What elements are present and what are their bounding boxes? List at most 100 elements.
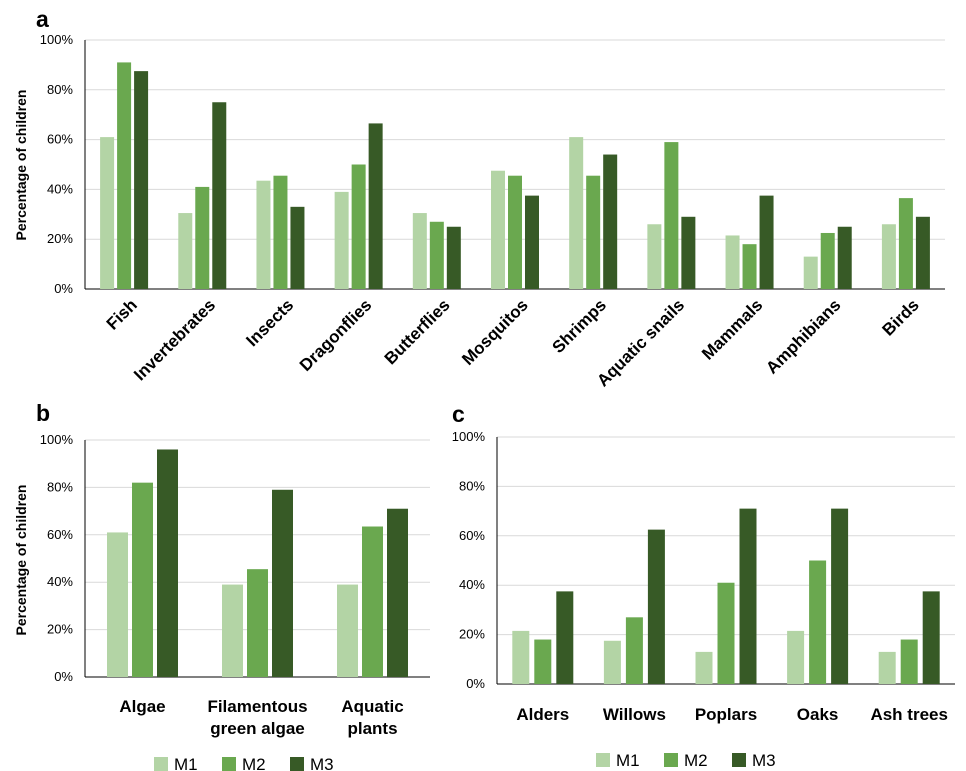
legend-label-m3: M3 (752, 751, 776, 770)
x-category-label: Oaks (797, 705, 839, 724)
bar-aquatic-plants-m1 (337, 584, 358, 677)
legend-label-m3: M3 (310, 755, 334, 771)
y-tick-label: 0% (54, 281, 73, 296)
x-category-label: Birds (879, 295, 923, 339)
bar-shrimps-m3 (603, 154, 618, 289)
x-category-label: Mammals (698, 295, 766, 363)
bar-alders-m1 (512, 630, 530, 684)
bar-insects-m3 (290, 206, 305, 289)
x-category-label: Alders (516, 705, 569, 724)
panel-b-legend: M1 M2 M3 (154, 755, 334, 771)
y-tick-label: 20% (47, 231, 73, 246)
legend-label-m2: M2 (242, 755, 266, 771)
y-tick-label: 20% (459, 627, 485, 642)
x-category-label: Dragonflies (296, 295, 376, 375)
bar-butterflies-m1 (412, 213, 427, 289)
bar-ash-trees-m3 (922, 591, 940, 684)
bar-algae-m3 (157, 449, 178, 677)
bar-dragonflies-m1 (334, 191, 349, 289)
x-category-label: Amphibians (762, 295, 844, 377)
bar-oaks-m3 (831, 508, 849, 684)
x-category-label: Willows (603, 705, 666, 724)
bar-alders-m2 (534, 639, 552, 684)
bar-aquatic-snails-m3 (681, 216, 696, 289)
y-tick-label: 100% (40, 32, 74, 47)
x-category-label: Invertebrates (130, 295, 219, 384)
y-tick-label: 80% (47, 82, 73, 97)
bar-willows-m1 (603, 640, 621, 684)
y-tick-label: 80% (47, 479, 73, 494)
bar-poplars-m3 (739, 508, 757, 684)
y-tick-label: 0% (54, 669, 73, 684)
bar-willows-m3 (647, 529, 665, 684)
bar-aquatic-plants-m3 (387, 508, 408, 677)
panel-b-letter: b (36, 400, 50, 426)
bar-filamentous-green-algae-m2 (247, 569, 268, 677)
bar-birds-m2 (898, 198, 913, 289)
x-category-label: Mosquitos (458, 295, 532, 369)
y-tick-label: 80% (459, 478, 485, 493)
y-tick-label: 20% (47, 622, 73, 637)
y-tick-label: 40% (47, 181, 73, 196)
y-tick-label: 40% (459, 577, 485, 592)
panel-a-letter: a (36, 6, 49, 32)
x-category-label: Algae (119, 697, 165, 716)
bar-aquatic-snails-m2 (664, 142, 679, 289)
bar-mosquitos-m2 (508, 175, 522, 289)
panel-c-legend: M1 M2 M3 (596, 751, 776, 770)
y-tick-label: 60% (459, 528, 485, 543)
bar-invertebrates-m1 (178, 213, 193, 289)
bar-mammals-m1 (725, 235, 740, 289)
bar-filamentous-green-algae-m3 (272, 489, 293, 677)
bar-amphibians-m3 (837, 226, 852, 289)
bar-oaks-m2 (809, 560, 827, 684)
panel-a-ylabel: Percentage of children (13, 90, 29, 241)
legend-swatch-m3 (732, 753, 746, 767)
bar-fish-m1 (100, 137, 115, 289)
bar-ash-trees-m1 (878, 651, 896, 684)
bar-poplars-m1 (695, 651, 713, 684)
bar-mosquitos-m1 (491, 170, 505, 289)
y-tick-label: 60% (47, 527, 73, 542)
bar-shrimps-m2 (586, 175, 601, 289)
y-tick-label: 40% (47, 574, 73, 589)
bar-algae-m1 (107, 532, 128, 677)
bar-invertebrates-m3 (212, 102, 227, 289)
bar-fish-m2 (117, 62, 132, 289)
x-category-label: Ash trees (870, 705, 947, 724)
bar-aquatic-plants-m2 (362, 526, 383, 677)
x-category-label: Poplars (695, 705, 757, 724)
bar-alders-m3 (556, 591, 574, 684)
bar-amphibians-m2 (820, 232, 835, 289)
y-tick-label: 100% (452, 429, 486, 444)
panel-b-ylabel: Percentage of children (13, 485, 29, 636)
y-tick-label: 0% (466, 676, 485, 691)
panel-c-letter: c (452, 401, 465, 427)
bar-insects-m1 (256, 180, 271, 289)
bar-filamentous-green-algae-m1 (222, 584, 243, 677)
bar-ash-trees-m2 (900, 639, 918, 684)
bar-butterflies-m3 (446, 226, 461, 289)
legend-label-m2: M2 (684, 751, 708, 770)
bar-fish-m3 (134, 71, 149, 289)
bar-amphibians-m1 (803, 256, 818, 289)
x-category-label: Aquatic plants (341, 697, 403, 738)
y-tick-label: 100% (40, 432, 74, 447)
bar-dragonflies-m2 (351, 164, 366, 289)
bar-poplars-m2 (717, 582, 735, 684)
x-category-label: Butterflies (381, 295, 454, 368)
bar-algae-m2 (132, 482, 153, 677)
y-tick-label: 60% (47, 132, 73, 147)
bar-mammals-m3 (759, 195, 774, 289)
bar-invertebrates-m2 (195, 186, 210, 289)
legend-label-m1: M1 (174, 755, 198, 771)
bar-shrimps-m1 (569, 137, 584, 289)
legend-label-m1: M1 (616, 751, 640, 770)
bar-mammals-m2 (742, 244, 757, 289)
legend-swatch-m2 (222, 757, 236, 771)
bar-birds-m3 (915, 216, 930, 289)
x-category-label: Shrimps (548, 295, 610, 357)
legend-swatch-m2 (664, 753, 678, 767)
x-category-label: Insects (242, 295, 297, 350)
